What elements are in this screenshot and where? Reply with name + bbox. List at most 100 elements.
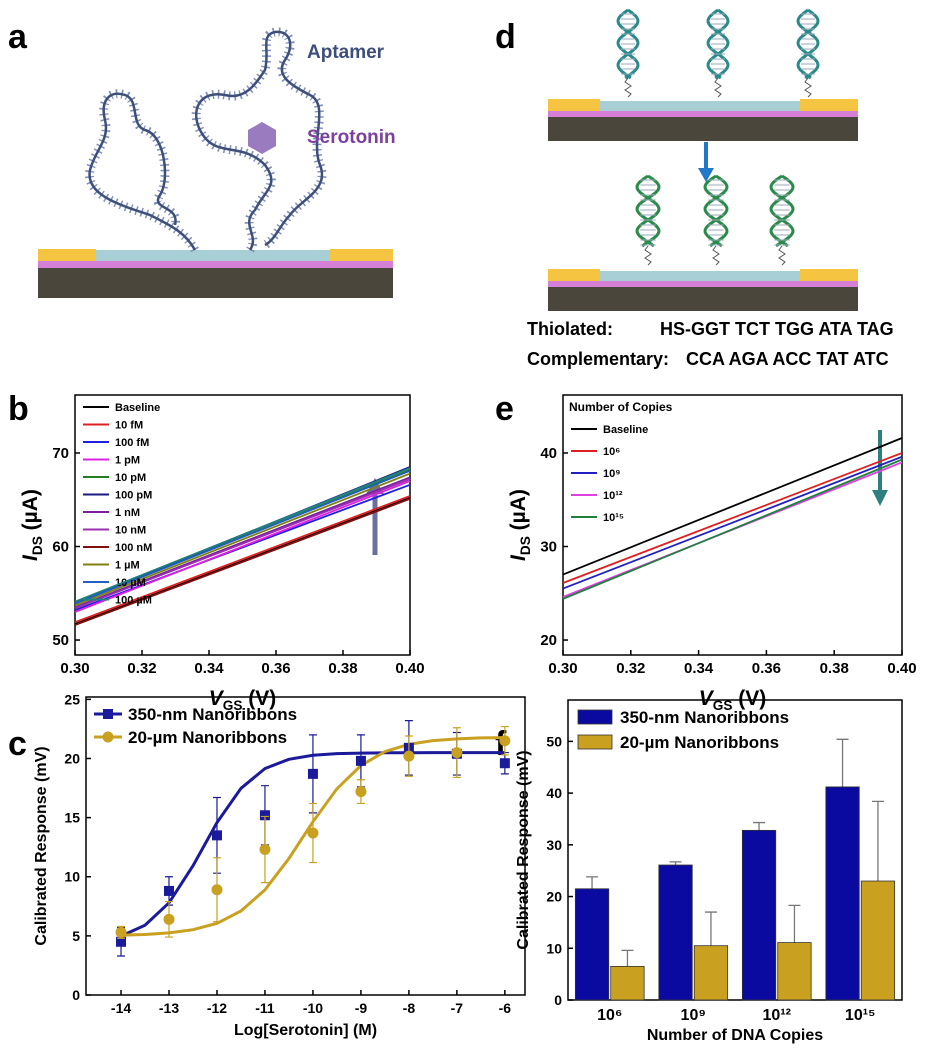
- legend-label: 20-µm Nanoribbons: [620, 733, 779, 752]
- sequence: HS-GGT TCT TGG ATA TAG: [660, 319, 894, 339]
- legend-label: 10¹⁵: [603, 512, 624, 524]
- dna-strand: [796, 8, 820, 80]
- panel-label: e: [495, 390, 514, 428]
- axis-title: Calibrated Response (mV): [515, 750, 532, 949]
- x-tick-label: 0.32: [616, 660, 645, 677]
- electrode: [330, 249, 393, 261]
- axis-title: IDS (µA): [507, 489, 533, 561]
- legend-label: 20-µm Nanoribbons: [128, 728, 287, 747]
- axis-title: Calibrated Response (mV): [33, 746, 50, 945]
- bar: [658, 864, 693, 1001]
- x-tick-label: 0.36: [752, 660, 781, 677]
- x-tick-label: -12: [207, 1000, 227, 1016]
- channel: [598, 271, 803, 281]
- line: [74, 478, 411, 610]
- line: [74, 469, 411, 605]
- line: [562, 458, 903, 600]
- axis-title: VGS (V): [699, 687, 767, 713]
- x-tick-label: 10⁶: [597, 1007, 622, 1024]
- axis-subscript: GS: [713, 698, 733, 713]
- dna-strand: [616, 8, 640, 80]
- bar: [693, 945, 729, 1001]
- y-tick-label: 50: [52, 632, 69, 649]
- linker: [804, 77, 812, 98]
- marker: [164, 885, 175, 896]
- error-bar: [704, 911, 717, 946]
- legend-swatch: [577, 734, 613, 750]
- marker: [499, 758, 510, 769]
- x-tick-label: 0.40: [395, 660, 424, 677]
- marker: [259, 844, 271, 856]
- error-bar: [753, 821, 766, 831]
- axis-unit: (µA): [19, 489, 42, 536]
- y-tick-label: 40: [546, 785, 562, 801]
- panel-label: c: [8, 725, 27, 763]
- serotonin-molecule: [248, 122, 276, 154]
- axis-unit: (V): [242, 687, 276, 710]
- serotonin-label: Serotonin: [307, 127, 396, 148]
- y-tick-label: 50: [546, 733, 562, 749]
- legend-label: Baseline: [115, 402, 160, 414]
- panel-label: a: [8, 18, 28, 56]
- axis-subscript: GS: [223, 698, 243, 713]
- error-bar: [788, 904, 801, 943]
- x-tick-label: -8: [403, 1000, 416, 1016]
- x-tick-label: 0.30: [548, 660, 577, 677]
- axis-subscript: DS: [518, 536, 533, 555]
- electrode: [800, 269, 858, 281]
- legend-label: 10¹²: [603, 490, 623, 502]
- dna-strand: [706, 8, 730, 80]
- dna-strand: [703, 174, 729, 248]
- axis-subscript: DS: [30, 536, 45, 555]
- x-tick-label: -6: [499, 1000, 512, 1016]
- x-tick-label: -7: [451, 1000, 464, 1016]
- panel-label: b: [8, 390, 29, 428]
- error-bar: [621, 949, 634, 967]
- axis-title: Number of DNA Copies: [647, 1027, 823, 1044]
- dna-strand: [706, 8, 730, 80]
- marker: [307, 768, 318, 779]
- bar: [574, 888, 610, 1001]
- legend-label: 100 fM: [115, 437, 149, 449]
- dna-strand: [616, 8, 640, 80]
- dna-strand: [703, 174, 729, 248]
- legend-label: Baseline: [603, 424, 648, 436]
- dna-strand: [796, 8, 820, 80]
- legend-label: 10⁹: [603, 468, 620, 480]
- legend-label: 100 pM: [115, 490, 152, 502]
- dna-strand: [635, 174, 661, 248]
- line: [74, 476, 411, 609]
- electrode: [38, 249, 96, 261]
- legend-swatch: [577, 709, 613, 725]
- linker: [644, 245, 652, 266]
- x-tick-label: 0.32: [127, 660, 156, 677]
- sequence: CCA AGA ACC TAT ATC: [686, 349, 889, 369]
- arrow-head: [698, 168, 714, 182]
- legend-label: 1 µM: [115, 560, 140, 572]
- x-tick-label: 0.36: [261, 660, 290, 677]
- linker: [714, 77, 722, 98]
- marker: [211, 884, 223, 896]
- marker: [115, 926, 127, 938]
- marker: [355, 755, 366, 766]
- error-bar: [836, 738, 849, 787]
- marker: [116, 936, 127, 947]
- marker: [211, 830, 222, 841]
- line: [74, 497, 411, 626]
- x-tick-label: -10: [303, 1000, 323, 1016]
- legend-label: 10⁶: [603, 446, 620, 458]
- legend-title: Number of Copies: [569, 400, 673, 414]
- legend-marker: [103, 709, 113, 719]
- axis-symbol: I: [507, 554, 530, 561]
- legend-label: 10 pM: [115, 472, 146, 484]
- bar: [741, 829, 777, 1001]
- marker: [499, 735, 511, 747]
- legend-label: 100 µM: [115, 595, 152, 607]
- channel: [90, 250, 335, 261]
- y-tick-label: 10: [546, 940, 562, 956]
- y-tick-label: 0: [554, 992, 562, 1008]
- legend-label: 1 nM: [115, 507, 140, 519]
- y-tick-label: 70: [52, 445, 69, 462]
- x-tick-label: -13: [159, 1000, 179, 1016]
- error-bar: [871, 800, 884, 882]
